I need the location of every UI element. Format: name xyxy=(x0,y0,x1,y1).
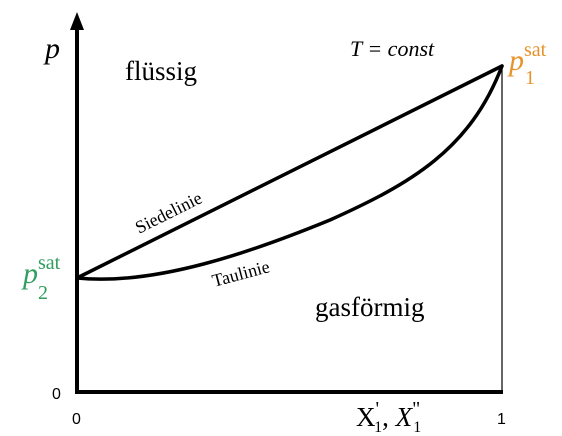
x-axis-label-x1: X xyxy=(356,402,376,432)
p1-sat-base: p xyxy=(507,44,524,77)
p1-sat-superscript: sat xyxy=(524,39,547,61)
y-zero-tick-label: 0 xyxy=(52,386,61,403)
p1-sat-label: psat xyxy=(507,39,547,77)
temperature-condition-label: T = const xyxy=(350,36,435,61)
liquid-region-label: flüssig xyxy=(125,56,197,86)
x-axis-label: X' 1, X" 1 xyxy=(356,398,421,436)
bubble-line-curve xyxy=(75,64,504,280)
p2-sat-subscript: 2 xyxy=(38,282,48,304)
x-axis-label-prime1: ' xyxy=(376,398,380,420)
x-axis-label-sub1: 1 xyxy=(374,419,382,436)
x-axis-label-sub2: 1 xyxy=(413,419,421,436)
x-one-tick-label: 1 xyxy=(497,411,506,428)
p1-sat-subscript: 1 xyxy=(525,67,535,89)
p2-sat-label: psat xyxy=(21,252,61,290)
p2-sat-base: p xyxy=(21,257,38,290)
gas-region-label: gasförmig xyxy=(315,292,424,322)
x-zero-tick-label: 0 xyxy=(72,411,81,428)
y-axis-arrow xyxy=(70,12,84,30)
dew-line-curve xyxy=(75,64,504,281)
bubble-line-label: Siedelinie xyxy=(132,188,205,238)
p2-sat-superscript: sat xyxy=(38,252,61,274)
x-axis-label-x2: X xyxy=(395,402,414,432)
x-axis-label-separator: , xyxy=(382,402,396,432)
axes xyxy=(70,12,503,394)
y-axis-label: p xyxy=(43,32,60,65)
dew-line-label: Taulinie xyxy=(210,256,272,291)
x-axis-label-prime2: " xyxy=(412,398,420,420)
phase-curves xyxy=(75,64,504,281)
